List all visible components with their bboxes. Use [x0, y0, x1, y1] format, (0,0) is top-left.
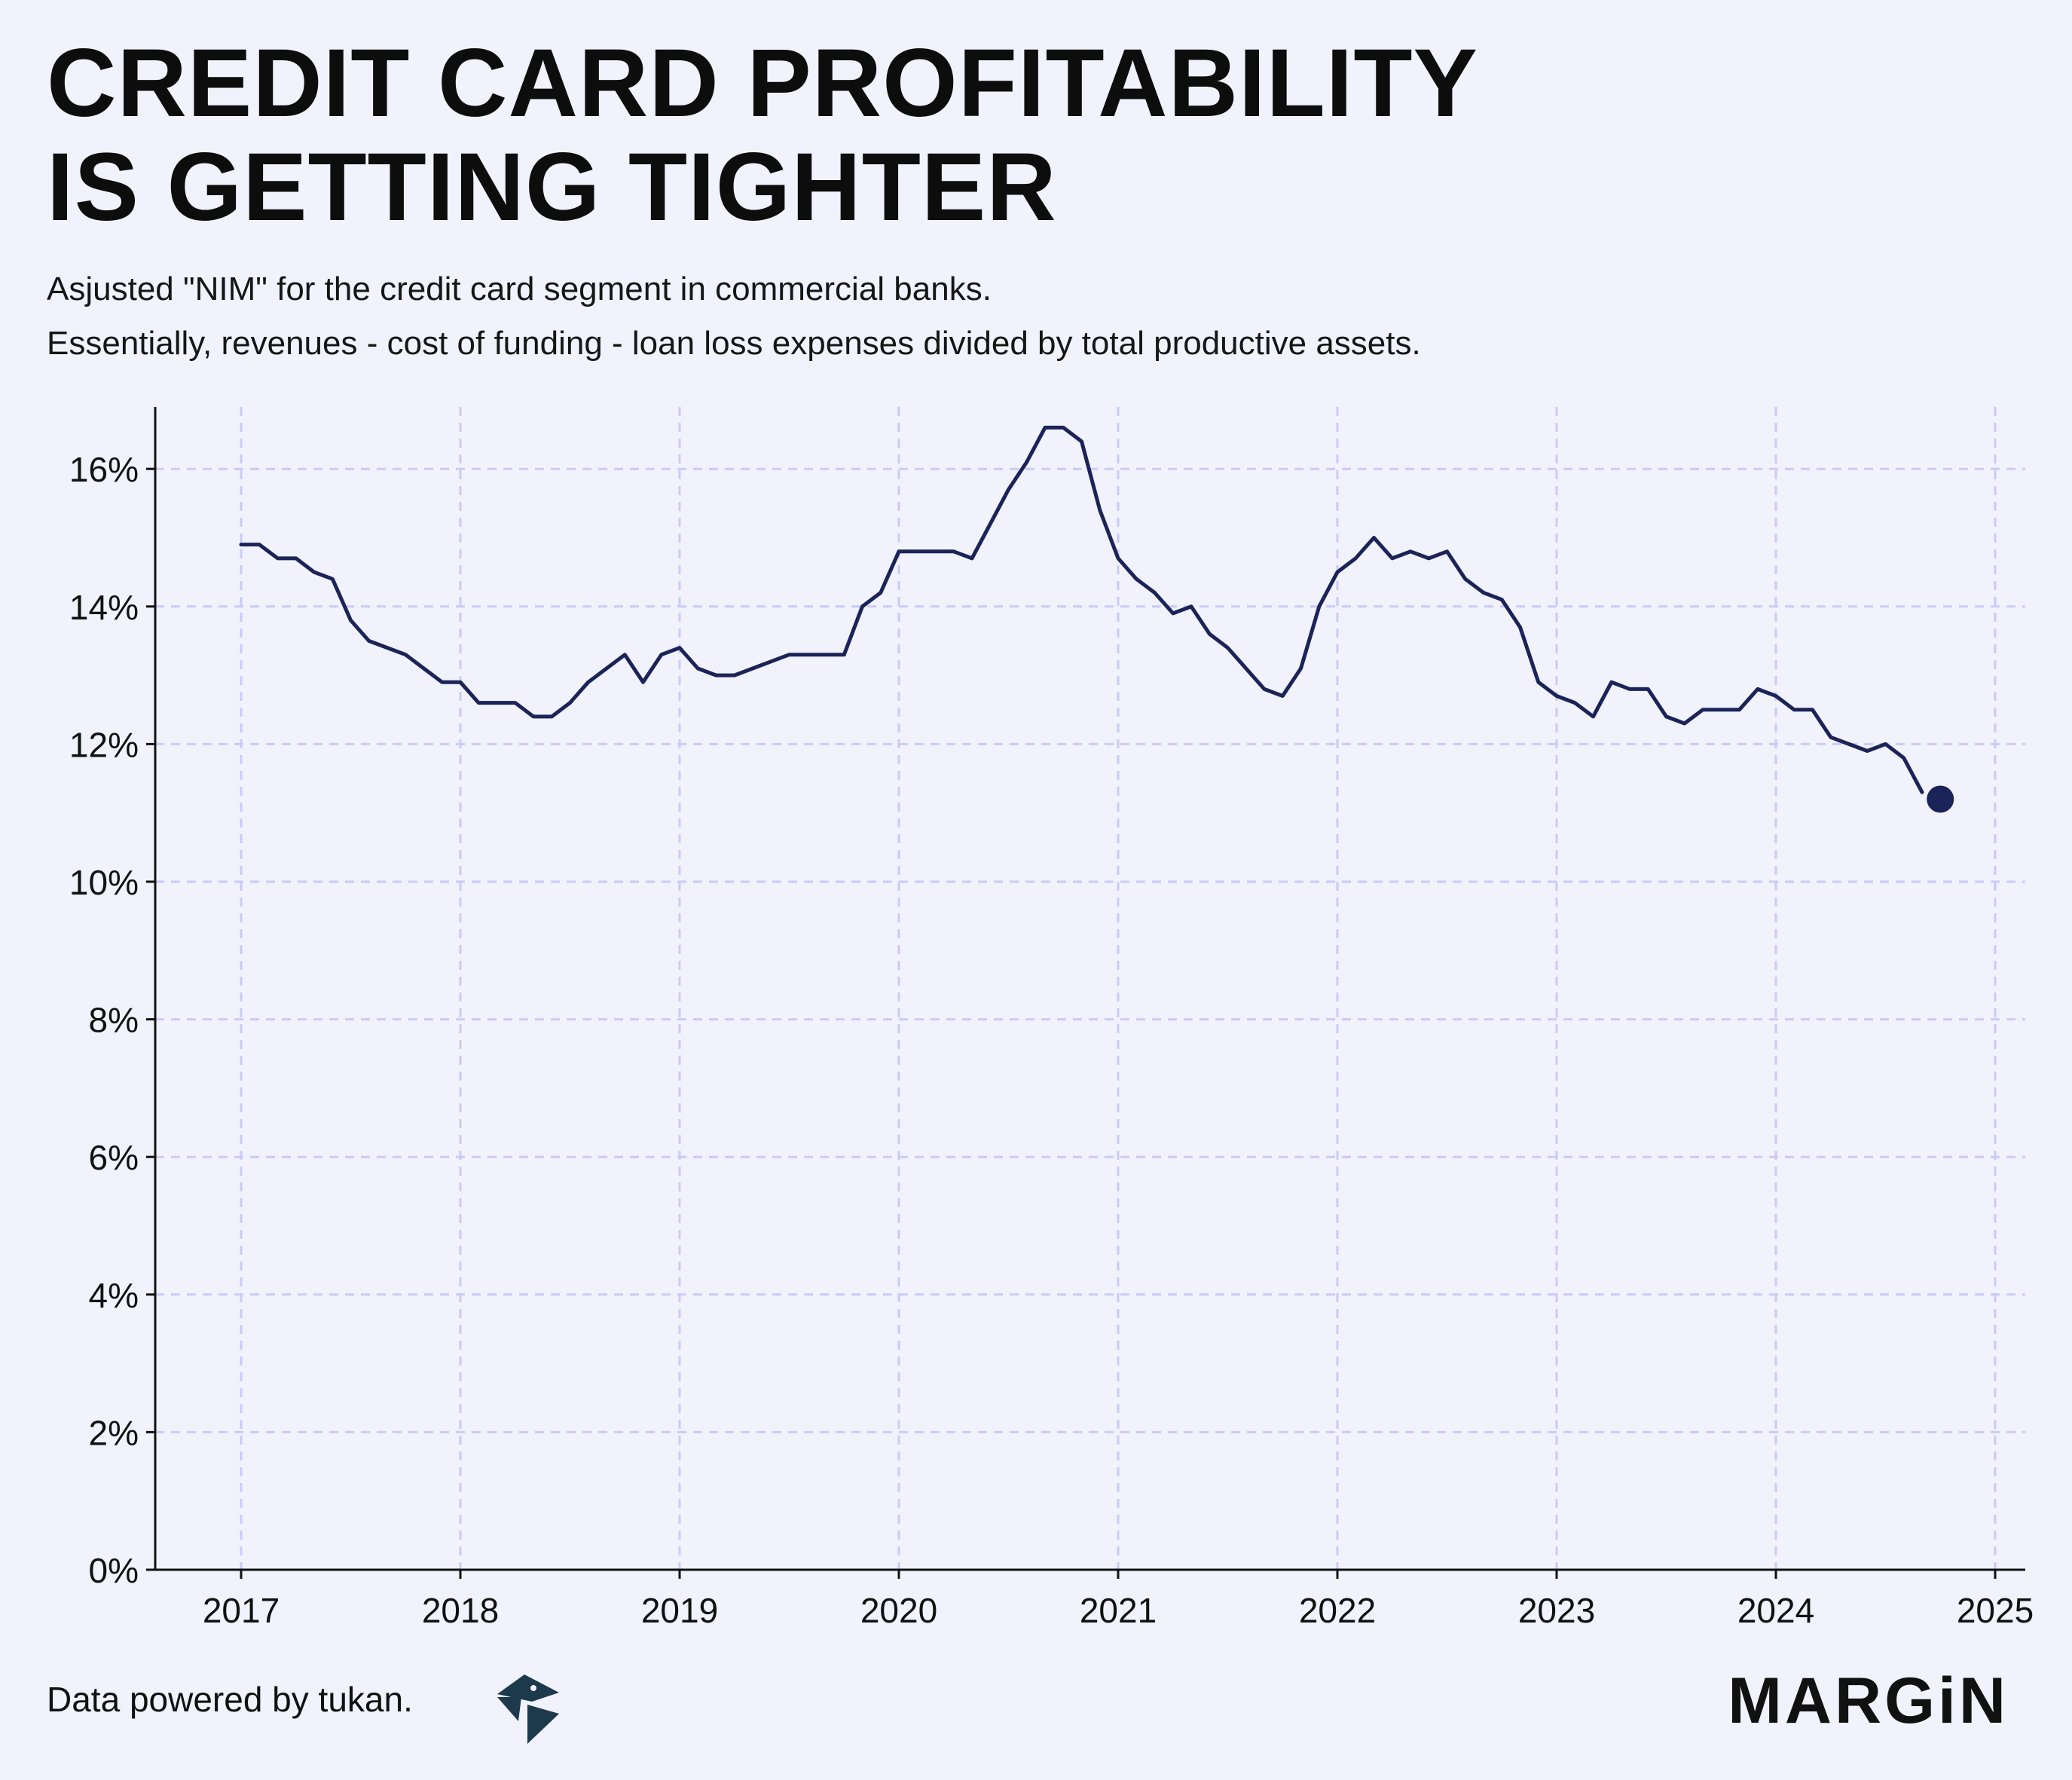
- y-tick-label: 2%: [89, 1413, 139, 1452]
- nim-series-line: [239, 425, 1924, 794]
- x-tick-label: 2025: [1957, 1591, 2034, 1630]
- y-tick-label: 4%: [89, 1276, 139, 1315]
- x-tick-label: 2019: [641, 1591, 718, 1630]
- data-source-credit: Data powered by tukan.: [47, 1680, 413, 1719]
- tick-labels: 0% 2% 4% 6% 8% 10% 12% 14% 16% 2017 2018 2019 2020 20…: [69, 450, 2034, 1630]
- y-tick-label: 8%: [89, 1001, 139, 1040]
- chart-subtitle: Asjusted "NIM" for the credit card segme…: [47, 262, 1421, 371]
- latest-value-marker: [1927, 785, 1954, 813]
- y-tick-label: 6%: [89, 1138, 139, 1177]
- title-line-2: IS GETTING TIGHTER: [47, 133, 1057, 241]
- subtitle-line-1: Asjusted "NIM" for the credit card segme…: [47, 271, 992, 307]
- x-tick-label: 2018: [422, 1591, 499, 1630]
- axes: [146, 407, 2025, 1579]
- margin-brand-logo: MARGiN: [1728, 1665, 2009, 1737]
- y-tick-label: 0%: [89, 1551, 139, 1590]
- x-tick-label: 2022: [1299, 1591, 1376, 1630]
- x-tick-label: 2021: [1080, 1591, 1157, 1630]
- chart-title: CREDIT CARD PROFITABILITY IS GETTING TIG…: [47, 32, 1478, 240]
- grid-lines: [155, 407, 2025, 1570]
- series-layer: [239, 425, 1954, 813]
- x-tick-label: 2024: [1737, 1591, 1814, 1630]
- title-line-1: CREDIT CARD PROFITABILITY: [47, 29, 1478, 137]
- y-tick-label: 14%: [69, 588, 139, 627]
- tukan-logo-icon: [497, 1674, 559, 1744]
- subtitle-line-2: Essentially, revenues - cost of funding …: [47, 325, 1421, 362]
- x-tick-label: 2020: [860, 1591, 937, 1630]
- y-tick-label: 10%: [69, 863, 139, 902]
- y-tick-label: 12%: [69, 725, 139, 764]
- x-tick-label: 2023: [1518, 1591, 1595, 1630]
- x-tick-label: 2017: [203, 1591, 280, 1630]
- y-tick-label: 16%: [69, 450, 139, 489]
